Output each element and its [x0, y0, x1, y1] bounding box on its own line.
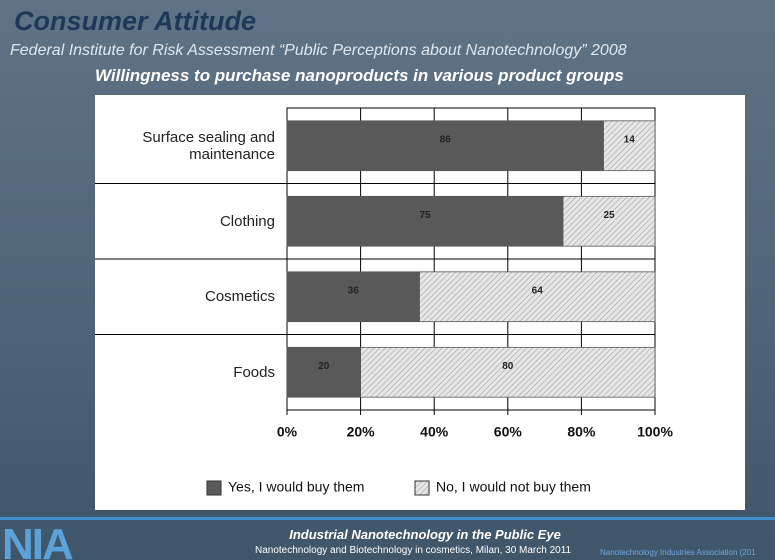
- legend-label: Yes, I would buy them: [228, 479, 364, 495]
- legend-swatch: [206, 480, 222, 496]
- footer-venue: Nanotechnology and Biotechnology in cosm…: [255, 545, 572, 556]
- data-label: 14: [624, 134, 636, 145]
- data-label: 86: [440, 134, 452, 145]
- y-tick-label: Cosmetics: [204, 288, 275, 306]
- x-tick-label: 40%: [420, 424, 449, 440]
- footer-rule: [0, 517, 775, 520]
- bar: [603, 120, 656, 172]
- x-tick-label: 60%: [494, 424, 523, 440]
- data-label: 25: [603, 210, 615, 221]
- slide-title: Consumer Attitude: [14, 6, 256, 36]
- footer-credit: Nanotechnology Industries Association (2…: [600, 548, 756, 557]
- data-label: 20: [318, 361, 330, 372]
- data-label: 75: [419, 210, 431, 221]
- legend-swatch: [414, 480, 430, 496]
- x-tick-label: 80%: [567, 424, 596, 440]
- data-label: 80: [502, 361, 514, 372]
- footer-event: Industrial Nanotechnology in the Public …: [289, 527, 561, 542]
- bar: [286, 271, 420, 323]
- x-tick-label: 100%: [637, 424, 673, 440]
- bar: [419, 271, 656, 323]
- x-tick-label: 20%: [347, 424, 376, 440]
- bar: [562, 195, 656, 247]
- y-tick-label: Surface sealing and maintenance: [142, 128, 275, 163]
- bar: [286, 195, 564, 247]
- y-tick-label: Foods: [233, 363, 275, 381]
- chart-title: Willingness to purchase nanoproducts in …: [95, 66, 624, 85]
- legend-label: No, I would not buy them: [436, 479, 591, 495]
- data-label: 36: [348, 285, 360, 296]
- x-tick-label: 0%: [277, 424, 298, 440]
- logo: NIA: [2, 520, 74, 560]
- bar: [360, 346, 656, 398]
- data-label: 64: [532, 285, 544, 296]
- chart-panel: 0% 20% 40% 60% 80% 100% 86 75 36 20 14 25 64 80 Yes, I…: [95, 95, 745, 510]
- slide-subtitle: Federal Institute for Risk Assessment “P…: [10, 42, 627, 59]
- chart: 0% 20% 40% 60% 80% 100% 86 75 36 20 14 25 64 80 Yes, I…: [95, 107, 673, 496]
- y-tick-label: Clothing: [219, 212, 275, 230]
- bar: [286, 346, 361, 398]
- bar: [286, 120, 604, 172]
